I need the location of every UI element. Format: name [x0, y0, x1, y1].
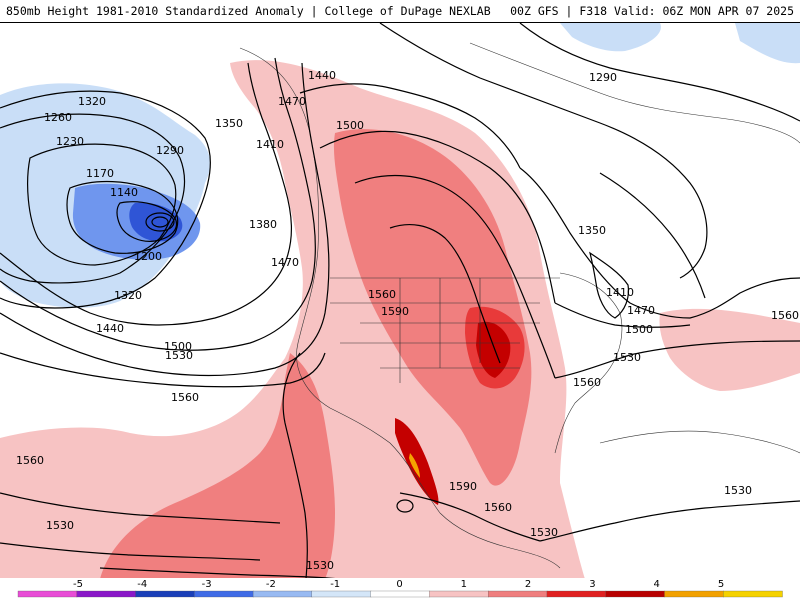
colorbar-tick-label: -3 [202, 579, 212, 590]
colorbar-swatch [311, 590, 372, 598]
colorbar-tick-label: -5 [73, 579, 83, 590]
title-bar: 850mb Height 1981-2010 Standardized Anom… [0, 0, 800, 22]
contour-label: 1230 [56, 135, 84, 148]
contour-label: 1530 [724, 484, 752, 497]
colorbar-swatch [135, 590, 195, 598]
contour-label: 1380 [249, 218, 277, 231]
contour-label: 1530 [613, 351, 641, 364]
contour-label: 1590 [449, 480, 477, 493]
colorbar-swatch [488, 590, 548, 598]
contour-label: 1530 [165, 349, 193, 362]
contour-label: 1470 [271, 256, 299, 269]
colorbar-swatch [252, 590, 313, 598]
contour-labels: 1440 1290 1320 1260 1350 1230 1290 1170 1140 1410… [16, 69, 799, 572]
contour-label: 1440 [96, 322, 124, 335]
map-canvas: 1440 1290 1320 1260 1350 1230 1290 1170 1140 1410… [0, 23, 800, 579]
colorbar-tick-label: 5 [718, 579, 724, 590]
contour-label: 1500 [164, 340, 192, 353]
contour-label: 1350 [215, 117, 243, 130]
colorbar-swatch [546, 590, 607, 598]
colorbar-tick-label: -4 [137, 579, 147, 590]
colorbar-swatch [17, 590, 78, 598]
colorbar-swatch [605, 590, 666, 598]
contour-label: 1290 [156, 144, 184, 157]
colorbar-tick-label: 0 [396, 579, 402, 590]
contour-label: 1530 [46, 519, 74, 532]
colorbar-tick-label: -2 [266, 579, 276, 590]
colorbar-tick-label: -1 [330, 579, 340, 590]
weather-map: 1440 1290 1320 1260 1350 1230 1290 1170 1140 1410… [0, 22, 800, 580]
colorbar-tick-label: 2 [525, 579, 531, 590]
height-contours [0, 23, 800, 579]
contour-label: 1200 [134, 250, 162, 263]
contour-label: 1470 [278, 95, 306, 108]
map-title: 850mb Height 1981-2010 Standardized Anom… [6, 4, 491, 18]
contour-label: 1470 [627, 304, 655, 317]
colorbar-swatch [429, 590, 489, 598]
contour-label: 1410 [606, 286, 634, 299]
contour-label: 1560 [368, 288, 396, 301]
colorbar-tick-label: 3 [589, 579, 595, 590]
contour-label: 1140 [110, 186, 138, 199]
contour-label: 1530 [306, 559, 334, 572]
contour-label: 1560 [484, 501, 512, 514]
contour-label: 1590 [381, 305, 409, 318]
contour-label: 1320 [114, 289, 142, 302]
colorbar-tick-label: 1 [461, 579, 467, 590]
contour-label: 1170 [86, 167, 114, 180]
contour-label: 1440 [308, 69, 336, 82]
contour-label: 1500 [625, 323, 653, 336]
contour-label: 1530 [530, 526, 558, 539]
colorbar-swatch [723, 590, 783, 598]
colorbar-swatch [370, 590, 431, 598]
contour-label: 1290 [589, 71, 617, 84]
colorbar-tick-label: 4 [654, 579, 660, 590]
contour-label: 1560 [16, 454, 44, 467]
contour-label: 1560 [771, 309, 799, 322]
colorbar-swatch [76, 590, 137, 598]
contour-label: 1260 [44, 111, 72, 124]
model-run-info: 00Z GFS | F318 Valid: 06Z MON APR 07 202… [510, 4, 794, 18]
colorbar-swatches [17, 590, 783, 598]
colorbar-ticks: -5 -4 -3 -2 -1 0 1 2 3 4 5 [73, 579, 724, 590]
contour-label: 1320 [78, 95, 106, 108]
colorbar-swatch [194, 590, 254, 598]
negative-anomaly-shading [0, 23, 800, 308]
contour-label: 1560 [171, 391, 199, 404]
colorbar-swatch [664, 590, 724, 598]
contour-label: 1410 [256, 138, 284, 151]
contour-label: 1560 [573, 376, 601, 389]
contour-label: 1500 [336, 119, 364, 132]
anomaly-colorbar: -5 -4 -3 -2 -1 0 1 2 3 4 5 [0, 578, 800, 600]
contour-label: 1350 [578, 224, 606, 237]
colorbar-canvas: -5 -4 -3 -2 -1 0 1 2 3 4 5 [17, 579, 783, 598]
